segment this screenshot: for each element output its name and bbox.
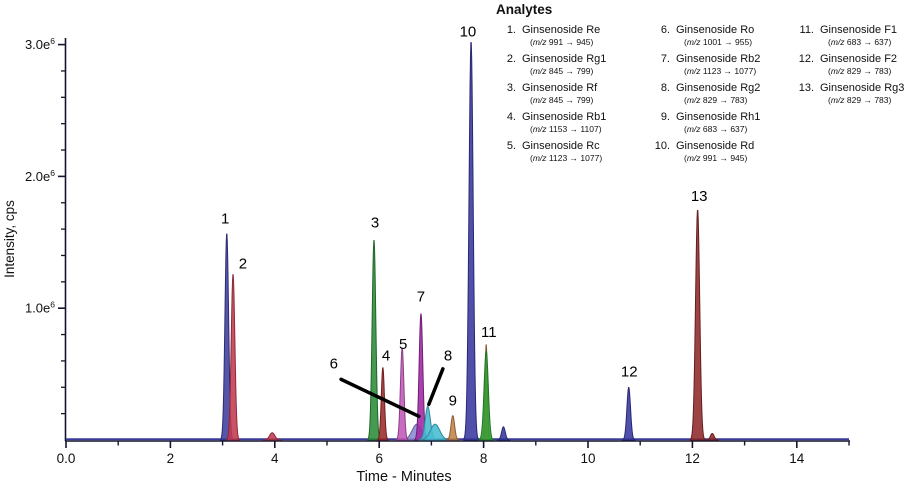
x-axis-title: Time - Minutes xyxy=(356,469,451,485)
callout-line-8 xyxy=(427,367,445,407)
y-axis-title: Intensity, cps xyxy=(2,200,17,278)
peak-label-13: 13 xyxy=(691,188,708,205)
peak-label-10: 10 xyxy=(460,23,477,40)
x-tick-label: 10 xyxy=(580,451,595,466)
peak-12 xyxy=(621,387,636,441)
x-tick-label: 2 xyxy=(167,451,175,466)
x-tick-label: 4 xyxy=(271,451,279,466)
peak-label-4: 4 xyxy=(382,348,390,365)
peak-2 xyxy=(226,274,240,441)
peak-11 xyxy=(478,350,495,441)
x-tick-label: 6 xyxy=(375,451,383,466)
x-tick-label: 0.0 xyxy=(57,451,76,466)
peak-10 xyxy=(496,426,511,441)
y-tick-label: 3.0e6 xyxy=(25,36,55,52)
peak-label-11: 11 xyxy=(481,324,497,341)
peak-label-7: 7 xyxy=(417,288,425,305)
peak-label-6: 6 xyxy=(330,356,338,373)
peak-4 xyxy=(376,367,389,441)
peak-2 xyxy=(262,432,283,441)
peak-5 xyxy=(395,347,409,441)
x-tick-label: 12 xyxy=(685,451,700,466)
peak-13 xyxy=(689,209,706,441)
callout-line-6 xyxy=(339,377,421,419)
peak-label-8: 8 xyxy=(444,348,452,365)
x-tick-label: 14 xyxy=(789,451,805,466)
peak-label-9: 9 xyxy=(449,392,457,409)
peak-label-2: 2 xyxy=(239,255,247,272)
peak-label-1: 1 xyxy=(221,211,229,228)
peak-3 xyxy=(367,240,381,441)
peak-label-5: 5 xyxy=(399,336,407,353)
peak-13 xyxy=(705,432,720,441)
peak-10 xyxy=(463,42,479,441)
peak-label-12: 12 xyxy=(621,363,638,380)
peak-label-3: 3 xyxy=(371,215,379,232)
y-tick-label: 2.0e6 xyxy=(25,168,55,184)
peak-9 xyxy=(445,415,460,441)
x-tick-label: 8 xyxy=(480,451,488,466)
y-tick-label: 1.0e6 xyxy=(25,300,55,316)
